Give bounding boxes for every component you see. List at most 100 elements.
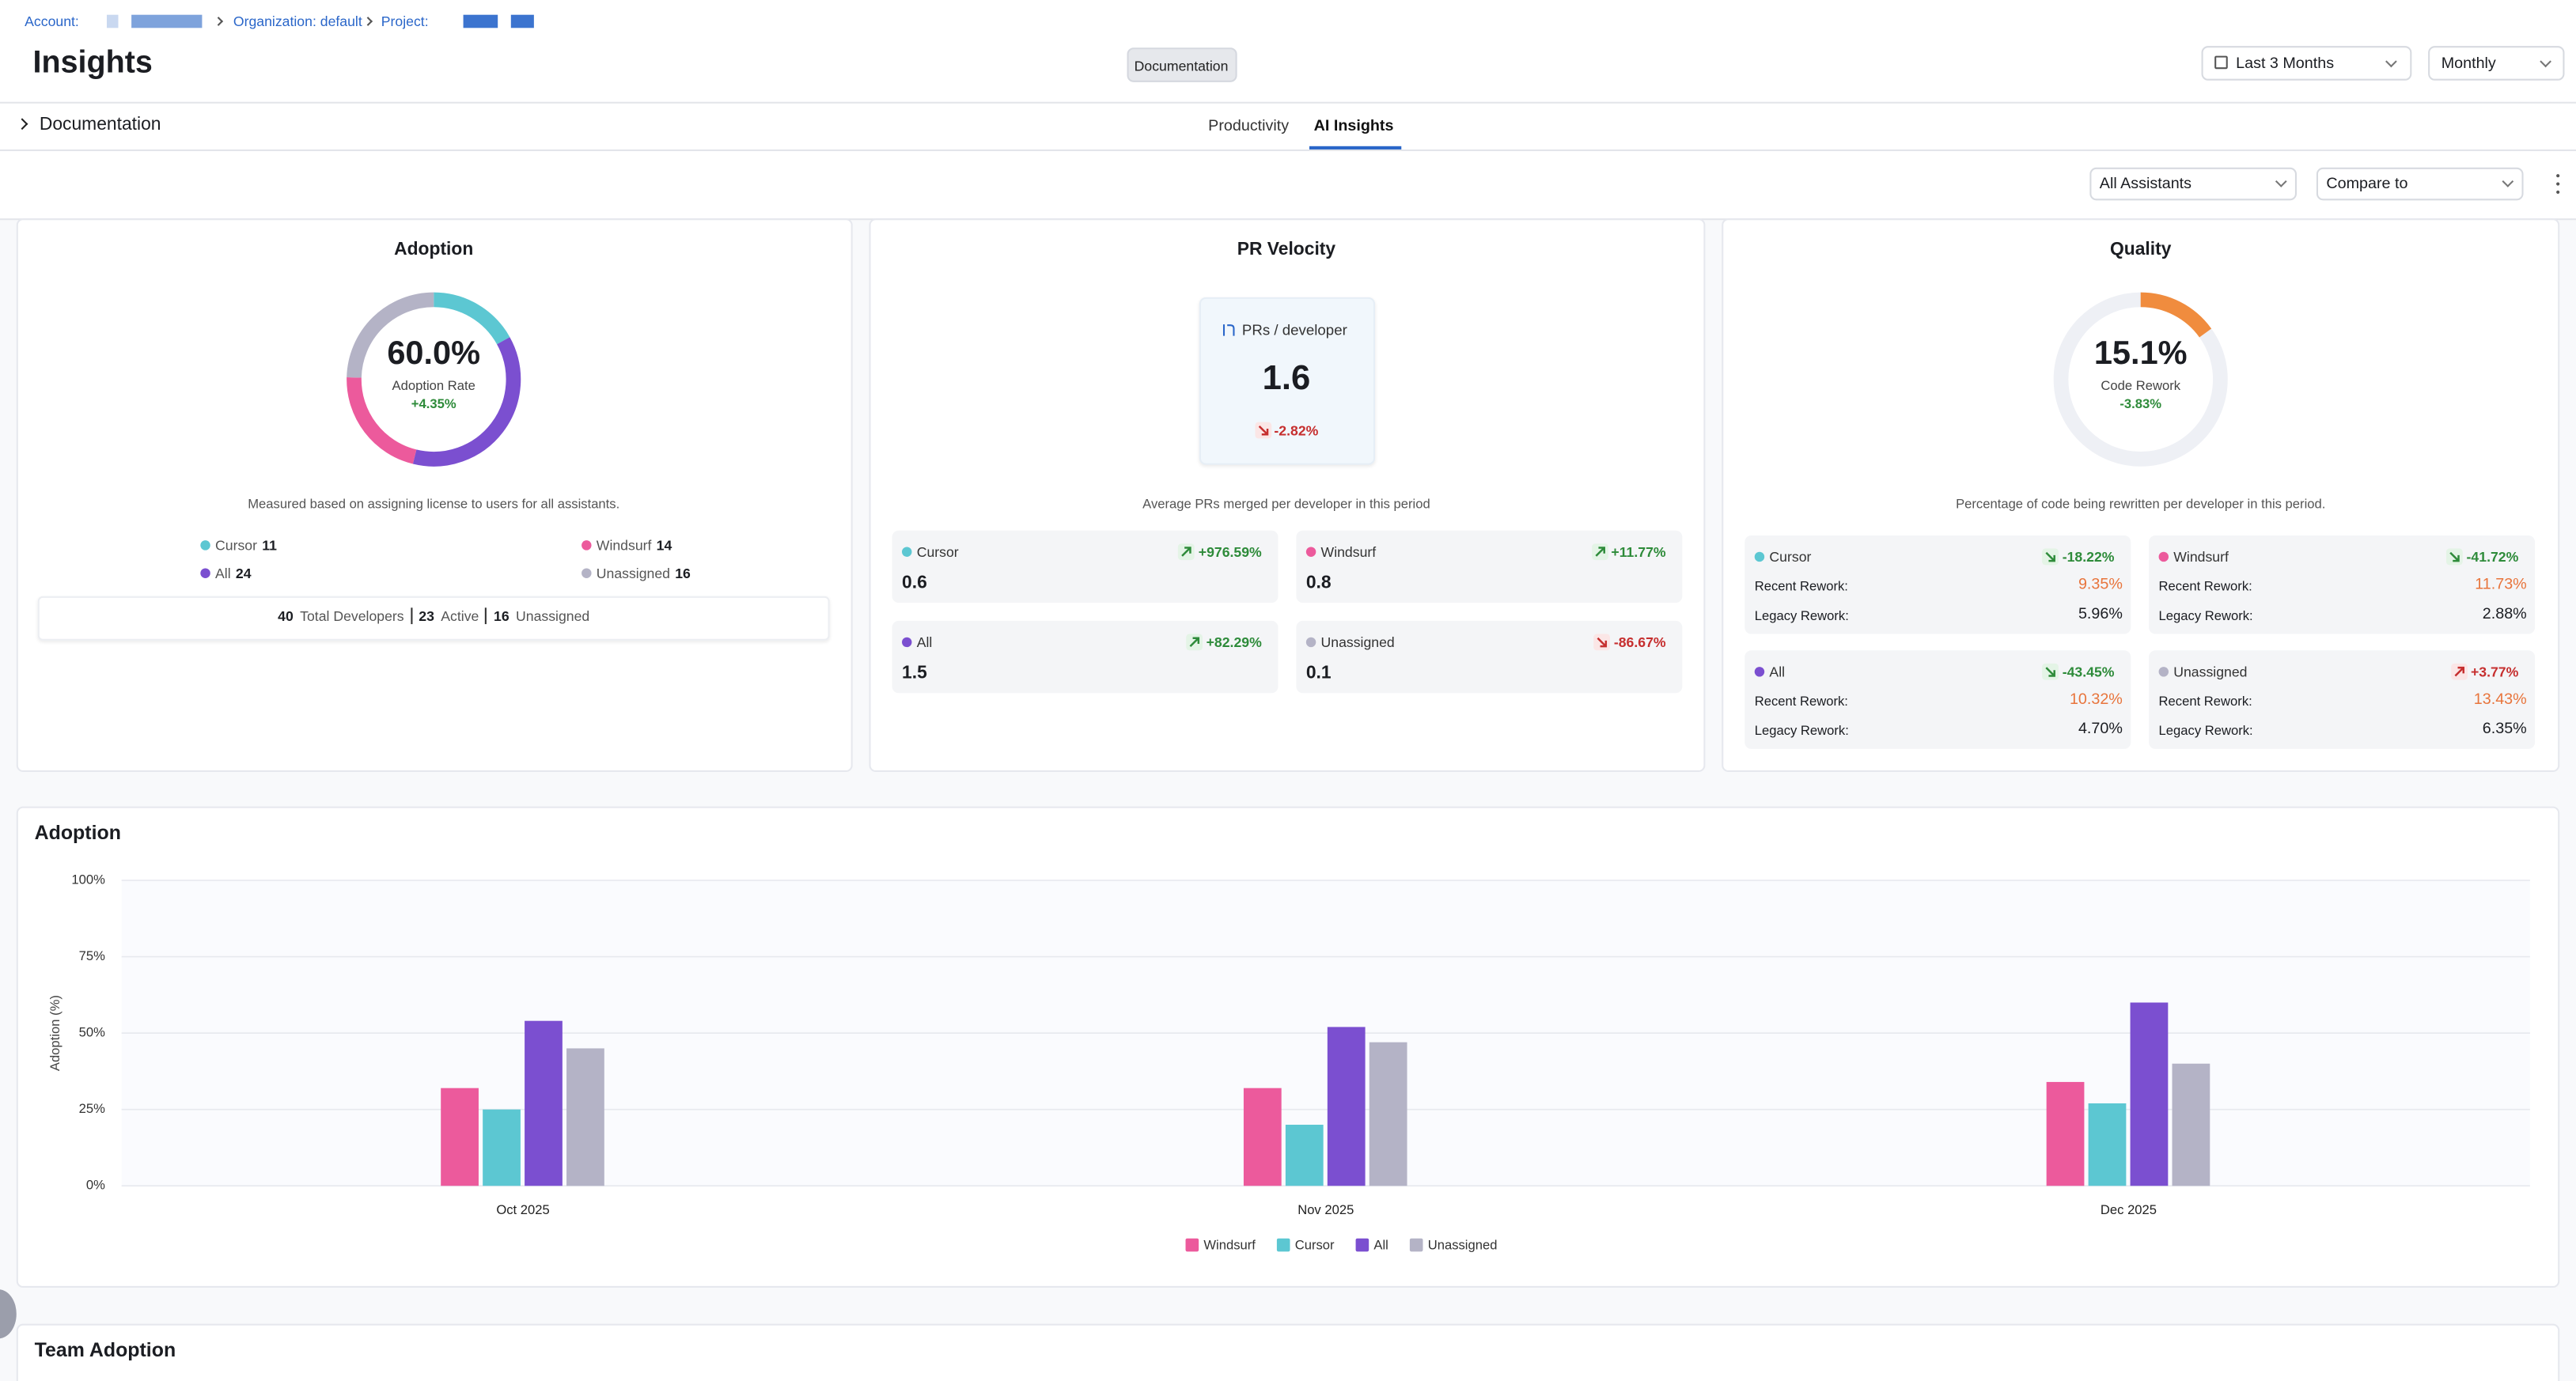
sidebar-toggle[interactable] [0,1289,17,1339]
bar [1243,1088,1282,1186]
legend-count: 11 [262,537,277,554]
kebab-dot [2556,182,2560,186]
breadcrumb-link[interactable]: Account: [25,13,79,30]
totals-label: Total Developers [300,607,404,625]
doc-toggle[interactable]: Documentation [39,115,161,135]
segment-name: Cursor [1769,548,1812,566]
x-tick-label: Oct 2025 [496,1202,549,1217]
donut-segment [433,292,510,345]
legend-dot [200,568,210,578]
legend-label: Cursor [215,537,258,554]
segment-box [1744,535,2131,634]
legend-label: Windsurf [596,537,652,554]
assistant-filter[interactable]: All Assistants [2099,175,2192,193]
legend-dot [2158,667,2169,677]
redacted [106,14,119,28]
totals-label: Unassigned [516,607,590,625]
date-dropdown[interactable] [2201,46,2412,81]
legend-dot [1305,547,1316,557]
row-label: Recent Rework: [1754,578,1848,594]
bar [2130,1002,2169,1186]
bar [1369,1042,1407,1186]
metric-label: Code Rework [2101,378,2181,394]
separator [485,607,487,625]
change-value: -86.67% [1613,634,1666,651]
legacy-rework: 4.70% [2078,720,2123,739]
kebab-dot [2556,190,2560,195]
legend-swatch [1355,1238,1369,1252]
legend-count: 24 [235,565,252,582]
trend-arrow [1182,547,1192,557]
legend-dot [1754,551,1765,562]
trend-arrow [1257,425,1268,436]
legend-label: Cursor [1295,1237,1335,1252]
bar [2088,1103,2127,1186]
x-tick-label: Dec 2025 [2101,1202,2157,1217]
legend-label: Unassigned [596,565,670,582]
breadcrumb-link[interactable]: Project: [381,13,429,30]
trend-arrow [2454,666,2464,677]
legend-dot [902,637,912,648]
card-note: Percentage of code being rewritten per d… [1956,497,2326,512]
metric-value: 15.1% [2093,335,2188,373]
segment-name: Windsurf [2173,548,2229,566]
legend-count: 14 [656,537,672,554]
doc-button[interactable] [1127,47,1237,82]
segment-name: Unassigned [2173,663,2248,680]
date-range[interactable]: Last 3 Months [2236,54,2335,73]
change-value: +3.77% [2470,663,2519,680]
trend-arrow [2046,551,2056,562]
granularity-dropdown[interactable] [2428,46,2565,81]
metric-value: 60.0% [387,335,481,373]
trend-arrow-line [2046,667,2056,677]
trend-arrow-line [1257,425,1268,436]
legend-label: All [1373,1237,1388,1252]
card [16,1323,2560,1381]
doc-button-label[interactable]: Documentation [1134,56,1229,74]
legend-label: Unassigned [1428,1237,1498,1252]
row-label: Recent Rework: [2158,578,2252,594]
bar [566,1048,604,1186]
recent-rework: 11.73% [2475,575,2527,594]
redacted [131,14,203,28]
change-value: +4.35% [411,396,456,412]
segment-value: 0.8 [1305,573,1332,593]
trend-arrow-line [2454,666,2464,677]
redacted [510,14,534,28]
compare-filter[interactable]: Compare to [2326,175,2408,193]
segment-name: Windsurf [1320,543,1377,561]
x-tick-label: Nov 2025 [1297,1202,1354,1217]
segment-box [1296,530,1683,603]
donut-segment [347,377,417,464]
y-tick-label: 25% [79,1101,105,1116]
granularity[interactable]: Monthly [2441,54,2496,73]
donut-segment [2140,292,2212,338]
assistant-dropdown[interactable] [2089,167,2297,201]
recent-rework: 13.43% [2473,690,2527,709]
row-label: Recent Rework: [1754,694,1848,709]
breadcrumb-link[interactable]: Organization: default [233,13,362,30]
segment-value: 0.6 [902,573,927,593]
bar [1327,1027,1366,1186]
trend-arrow-line [1594,547,1605,557]
tab[interactable]: AI Insights [1313,117,1394,136]
change-value: -43.45% [2062,663,2115,680]
totals-count: 16 [494,607,510,625]
compare-dropdown[interactable] [2316,167,2524,201]
trend-arrow-line [2046,551,2056,562]
bar [1285,1125,1324,1186]
metric-label: Adoption Rate [392,378,475,394]
row-label: Legacy Rework: [1754,608,1849,624]
segment-name: Unassigned [1320,634,1395,651]
separator [410,607,412,625]
legend-dot [1305,637,1316,648]
card-title: Quality [2109,240,2172,260]
tab-underline [1309,146,1402,149]
totals-row: 40 Total Developers 23 Active 16 Unassigned [278,607,590,625]
segment-value: 1.5 [902,663,927,683]
segment-box [892,620,1279,694]
tab[interactable]: Productivity [1208,117,1290,136]
change-value: +976.59% [1198,543,1262,561]
change-value: -2.82% [1274,422,1319,439]
